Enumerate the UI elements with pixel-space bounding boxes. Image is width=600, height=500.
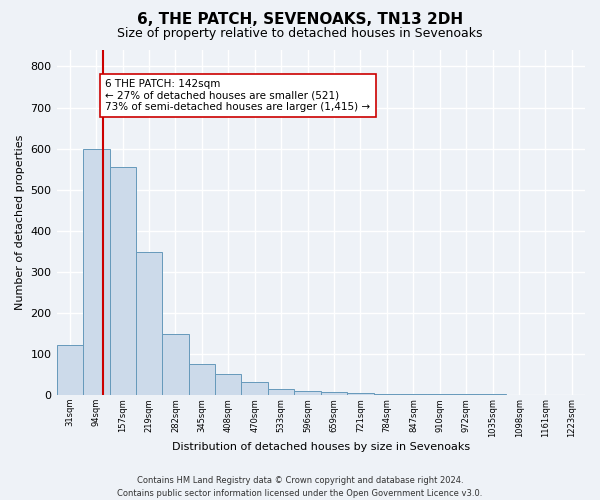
X-axis label: Distribution of detached houses by size in Sevenoaks: Distribution of detached houses by size … — [172, 442, 470, 452]
Bar — [479, 394, 506, 395]
Bar — [268, 389, 295, 395]
Bar — [295, 391, 321, 395]
Text: 6, THE PATCH, SEVENOAKS, TN13 2DH: 6, THE PATCH, SEVENOAKS, TN13 2DH — [137, 12, 463, 28]
Bar — [136, 252, 162, 395]
Bar — [347, 393, 374, 395]
Bar — [215, 374, 241, 395]
Bar — [189, 364, 215, 395]
Text: Size of property relative to detached houses in Sevenoaks: Size of property relative to detached ho… — [117, 28, 483, 40]
Bar — [241, 382, 268, 395]
Y-axis label: Number of detached properties: Number of detached properties — [15, 135, 25, 310]
Bar — [110, 167, 136, 395]
Bar — [400, 394, 427, 395]
Bar — [427, 394, 453, 395]
Text: 6 THE PATCH: 142sqm
← 27% of detached houses are smaller (521)
73% of semi-detac: 6 THE PATCH: 142sqm ← 27% of detached ho… — [106, 79, 371, 112]
Bar — [374, 394, 400, 395]
Bar — [453, 394, 479, 395]
Bar — [162, 334, 189, 395]
Bar — [321, 392, 347, 395]
Text: Contains HM Land Registry data © Crown copyright and database right 2024.
Contai: Contains HM Land Registry data © Crown c… — [118, 476, 482, 498]
Bar — [83, 148, 110, 395]
Bar — [56, 345, 83, 395]
